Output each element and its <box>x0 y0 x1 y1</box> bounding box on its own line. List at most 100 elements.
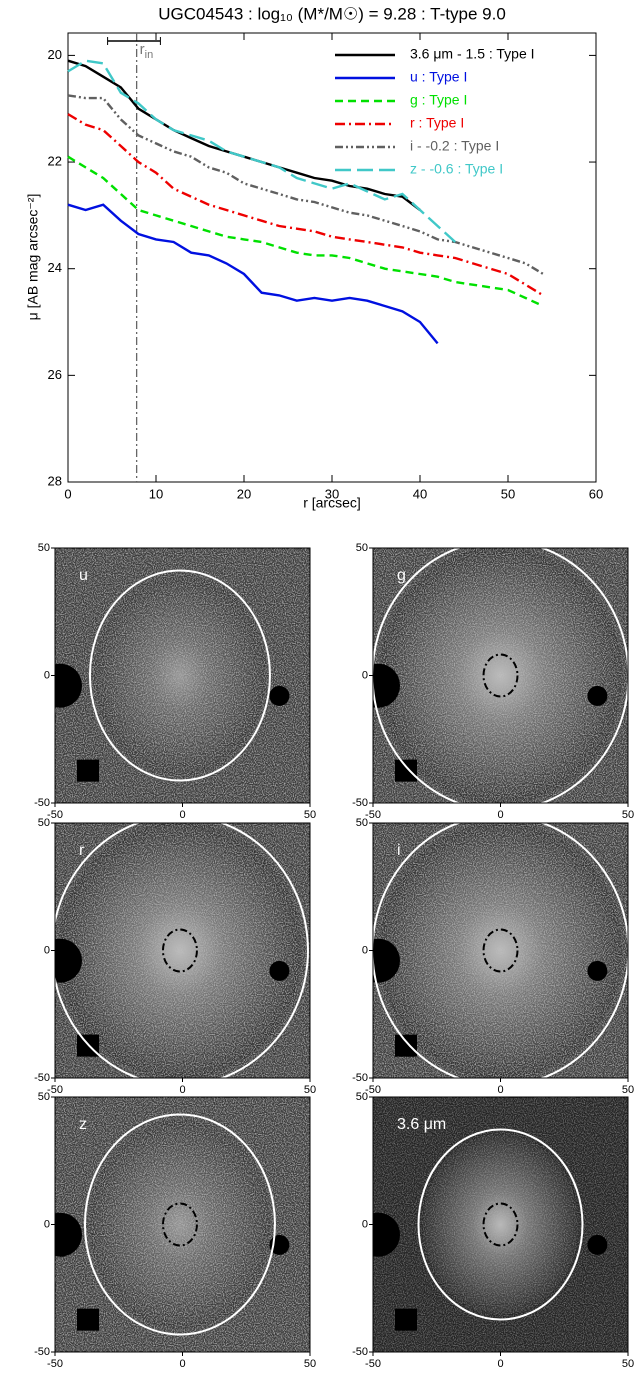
mask <box>587 685 608 706</box>
mask <box>395 1034 417 1057</box>
x-tick-label: 0 <box>64 486 71 501</box>
x-tick-label: 0 <box>497 809 503 821</box>
mask <box>55 938 82 983</box>
legend-label: u : Type I <box>410 69 467 85</box>
mask <box>395 1308 417 1331</box>
x-tick-label: 50 <box>501 486 515 501</box>
y-tick-label: -50 <box>352 1346 368 1358</box>
inner-ellipse <box>161 928 198 973</box>
y-tick-label: -50 <box>34 1346 50 1358</box>
mask <box>373 1212 400 1257</box>
image-panel <box>373 1097 628 1352</box>
x-tick-label: 30 <box>325 486 339 501</box>
panel-label: u <box>79 567 88 584</box>
x-tick-label: 50 <box>622 1358 634 1370</box>
x-tick-label: 0 <box>497 1358 503 1370</box>
panel-label: i <box>397 842 401 859</box>
series-line <box>67 59 457 243</box>
legend-label: r : Type I <box>410 115 464 131</box>
x-tick-label: 0 <box>179 1358 185 1370</box>
x-tick-label: 0 <box>179 809 185 821</box>
series-line <box>67 155 544 308</box>
mask <box>587 960 608 981</box>
x-tick-label: -50 <box>365 1358 381 1370</box>
x-tick-label: -50 <box>47 1358 63 1370</box>
mask <box>77 759 99 782</box>
x-axis-label: r [arcsec] <box>303 495 361 511</box>
x-tick-label: -50 <box>47 809 63 821</box>
r-in-label-main: r <box>140 41 145 58</box>
mask <box>269 685 290 706</box>
x-tick-label: 0 <box>497 1084 503 1096</box>
y-tick-label: 50 <box>38 542 50 554</box>
y-tick-label: -50 <box>34 797 50 809</box>
y-tick-label: 50 <box>356 542 368 554</box>
y-tick-label: 0 <box>44 944 50 956</box>
mask <box>395 759 417 782</box>
chart-title: UGC04543 : log₁₀ (M*/M☉) = 9.28 : T-type… <box>158 4 506 23</box>
panel-label: z <box>79 1116 87 1133</box>
y-tick-label: 50 <box>38 817 50 829</box>
inner-ellipse <box>161 1202 198 1247</box>
y-tick-label: 50 <box>356 1091 368 1103</box>
x-tick-label: -50 <box>47 1084 63 1096</box>
image-panel <box>55 548 310 803</box>
y-tick-label: 0 <box>44 669 50 681</box>
series-line <box>67 113 544 297</box>
x-tick-label: -50 <box>365 1084 381 1096</box>
series-line <box>67 94 544 276</box>
y-tick-label: 0 <box>362 669 368 681</box>
mask <box>373 938 400 983</box>
outer-ellipse <box>88 569 271 782</box>
series-line <box>67 59 421 211</box>
inner-ellipse <box>482 653 519 698</box>
panel-label: g <box>397 567 406 584</box>
x-tick-label: 60 <box>589 486 603 501</box>
mask <box>587 1234 608 1255</box>
panel-label: r <box>79 842 85 859</box>
y-axis-label: μ [AB mag arcsec⁻²] <box>25 194 41 321</box>
x-tick-label: 0 <box>179 1084 185 1096</box>
y-tick-label: 20 <box>48 47 62 62</box>
y-tick-label: 50 <box>356 817 368 829</box>
legend-label: i - -0.2 : Type I <box>410 138 499 154</box>
outer-ellipse <box>83 1113 276 1336</box>
x-tick-label: 50 <box>622 809 634 821</box>
outer-ellipse <box>417 1128 584 1321</box>
mask <box>373 663 400 708</box>
plot-frame <box>67 32 597 483</box>
y-tick-label: 0 <box>44 1218 50 1230</box>
legend-label: g : Type I <box>410 92 467 108</box>
y-tick-label: 26 <box>48 367 62 382</box>
image-panel <box>55 823 310 1078</box>
y-tick-label: 24 <box>48 260 62 275</box>
x-tick-label: -50 <box>365 809 381 821</box>
y-tick-label: -50 <box>34 1072 50 1084</box>
r-in-label-sub: in <box>145 49 154 61</box>
y-tick-label: 28 <box>48 473 62 488</box>
series-line <box>67 203 439 345</box>
y-tick-label: -50 <box>352 1072 368 1084</box>
y-tick-label: 0 <box>362 1218 368 1230</box>
x-tick-label: 50 <box>304 1358 316 1370</box>
outer-ellipse <box>55 823 309 1078</box>
r-in-label: rin <box>140 41 154 61</box>
y-tick-label: -50 <box>352 797 368 809</box>
x-tick-label: 50 <box>304 809 316 821</box>
x-tick-label: 50 <box>304 1084 316 1096</box>
x-tick-label: 40 <box>413 486 427 501</box>
legend-label: z - -0.6 : Type I <box>410 161 503 177</box>
legend-label: 3.6 μm - 1.5 : Type I <box>410 46 535 62</box>
image-panel <box>55 1097 310 1352</box>
mask <box>55 1212 82 1257</box>
y-tick-label: 50 <box>38 1091 50 1103</box>
mask <box>55 663 82 708</box>
y-tick-label: 0 <box>362 944 368 956</box>
x-tick-label: 10 <box>149 486 163 501</box>
panel-label: 3.6 μm <box>397 1116 446 1133</box>
image-panel <box>373 548 628 803</box>
y-tick-label: 22 <box>48 153 62 168</box>
inner-ellipse <box>482 928 519 973</box>
inner-ellipse <box>482 1202 519 1247</box>
